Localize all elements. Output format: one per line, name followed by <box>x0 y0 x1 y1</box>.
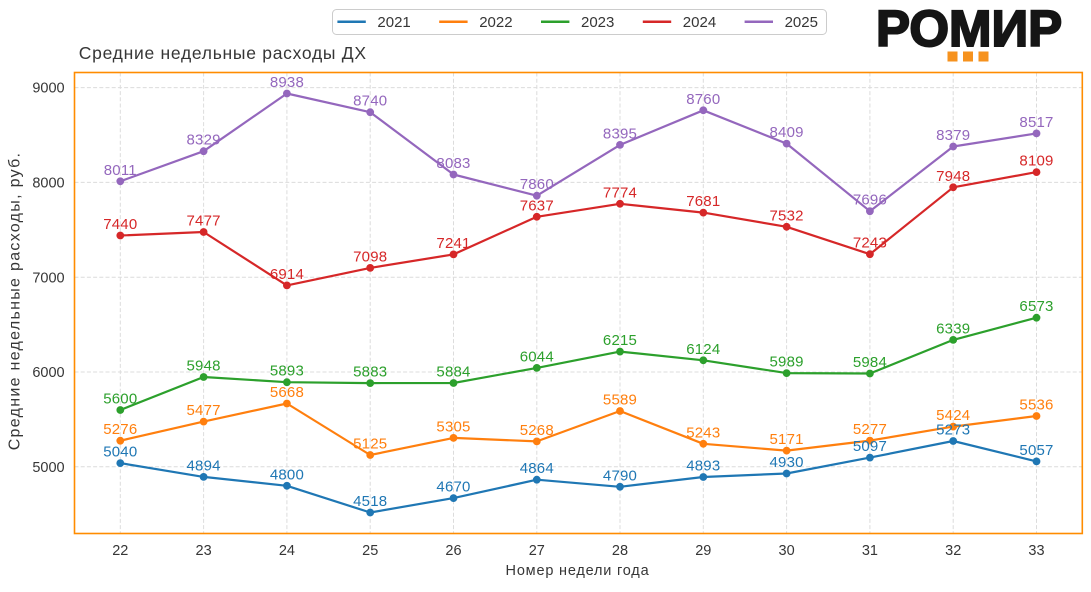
svg-text:8379: 8379 <box>936 127 970 144</box>
svg-text:5243: 5243 <box>686 424 720 441</box>
svg-text:5948: 5948 <box>187 358 221 375</box>
svg-text:7774: 7774 <box>603 184 637 201</box>
svg-text:5276: 5276 <box>103 421 137 438</box>
svg-text:7000: 7000 <box>32 270 64 286</box>
svg-text:22: 22 <box>112 543 128 559</box>
svg-text:31: 31 <box>862 543 878 559</box>
svg-text:7243: 7243 <box>853 235 887 252</box>
svg-text:32: 32 <box>945 543 961 559</box>
svg-text:24: 24 <box>279 543 295 559</box>
svg-text:7440: 7440 <box>103 216 137 233</box>
svg-text:8395: 8395 <box>603 125 637 142</box>
svg-text:27: 27 <box>529 543 545 559</box>
svg-text:9000: 9000 <box>32 81 64 97</box>
svg-text:5273: 5273 <box>936 422 970 439</box>
svg-text:8011: 8011 <box>104 162 137 179</box>
svg-text:2024: 2024 <box>683 14 716 31</box>
svg-text:5989: 5989 <box>770 354 804 371</box>
svg-text:5000: 5000 <box>32 460 64 476</box>
svg-text:6044: 6044 <box>520 348 554 365</box>
svg-text:5125: 5125 <box>353 436 387 453</box>
svg-text:8000: 8000 <box>32 176 64 192</box>
svg-text:7681: 7681 <box>686 193 720 210</box>
svg-text:7948: 7948 <box>936 168 970 185</box>
svg-text:5277: 5277 <box>853 421 887 438</box>
svg-text:4893: 4893 <box>686 458 720 475</box>
svg-text:5171: 5171 <box>770 431 804 448</box>
svg-text:8409: 8409 <box>770 124 804 141</box>
svg-text:5477: 5477 <box>187 402 221 419</box>
svg-text:2023: 2023 <box>581 14 614 31</box>
svg-text:7098: 7098 <box>353 248 387 265</box>
svg-text:25: 25 <box>362 543 378 559</box>
svg-text:5305: 5305 <box>436 418 470 435</box>
svg-text:5884: 5884 <box>436 364 470 381</box>
svg-text:6124: 6124 <box>686 341 720 358</box>
svg-text:4790: 4790 <box>603 467 637 484</box>
svg-text:5668: 5668 <box>270 384 304 401</box>
svg-text:2021: 2021 <box>377 14 410 31</box>
svg-text:8329: 8329 <box>187 132 221 149</box>
svg-text:4930: 4930 <box>770 454 804 471</box>
svg-text:7241: 7241 <box>436 235 470 252</box>
svg-text:7637: 7637 <box>520 197 554 214</box>
svg-text:Номер недели года: Номер недели года <box>506 563 650 579</box>
svg-text:8083: 8083 <box>436 155 470 172</box>
svg-text:8109: 8109 <box>1019 153 1053 170</box>
svg-text:7477: 7477 <box>187 213 221 230</box>
svg-text:29: 29 <box>695 543 711 559</box>
svg-text:6914: 6914 <box>270 266 304 283</box>
svg-text:28: 28 <box>612 543 628 559</box>
svg-text:5424: 5424 <box>936 407 970 424</box>
svg-text:2025: 2025 <box>785 14 818 31</box>
svg-text:5893: 5893 <box>270 363 304 380</box>
svg-text:6000: 6000 <box>32 365 64 381</box>
svg-text:8740: 8740 <box>353 93 387 110</box>
svg-text:6215: 6215 <box>603 332 637 349</box>
svg-text:5097: 5097 <box>853 438 887 455</box>
svg-text:6573: 6573 <box>1019 298 1053 315</box>
svg-text:Средние недельные расходы, руб: Средние недельные расходы, руб. <box>7 152 24 451</box>
svg-text:РОМИР: РОМИР <box>876 0 1062 57</box>
svg-text:4800: 4800 <box>270 466 304 483</box>
svg-text:8760: 8760 <box>686 91 720 108</box>
svg-text:4864: 4864 <box>520 460 554 477</box>
svg-text:8517: 8517 <box>1019 114 1053 131</box>
svg-text:5040: 5040 <box>103 444 137 461</box>
svg-text:5883: 5883 <box>353 364 387 381</box>
svg-text:5536: 5536 <box>1019 397 1053 414</box>
svg-text:7696: 7696 <box>853 192 887 209</box>
svg-text:6339: 6339 <box>936 320 970 337</box>
svg-text:5600: 5600 <box>103 391 137 408</box>
svg-text:23: 23 <box>196 543 212 559</box>
svg-text:4670: 4670 <box>436 479 470 496</box>
svg-text:7860: 7860 <box>520 176 554 193</box>
svg-text:33: 33 <box>1028 543 1044 559</box>
svg-text:30: 30 <box>779 543 795 559</box>
svg-text:5589: 5589 <box>603 392 637 409</box>
svg-text:7532: 7532 <box>770 207 804 224</box>
svg-text:Средние недельные расходы ДХ: Средние недельные расходы ДХ <box>79 43 367 63</box>
svg-text:4894: 4894 <box>187 457 221 474</box>
svg-text:4518: 4518 <box>353 493 387 510</box>
svg-text:5268: 5268 <box>520 422 554 439</box>
svg-text:5984: 5984 <box>853 354 887 371</box>
svg-text:26: 26 <box>445 543 461 559</box>
svg-text:8938: 8938 <box>270 74 304 91</box>
svg-text:5057: 5057 <box>1019 442 1053 459</box>
svg-text:2022: 2022 <box>479 14 512 31</box>
